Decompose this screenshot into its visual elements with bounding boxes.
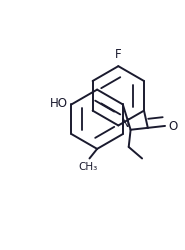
Text: F: F xyxy=(115,48,122,61)
Text: N: N xyxy=(121,116,130,129)
Text: CH₃: CH₃ xyxy=(78,162,97,172)
Text: HO: HO xyxy=(50,96,68,110)
Text: O: O xyxy=(169,120,178,133)
